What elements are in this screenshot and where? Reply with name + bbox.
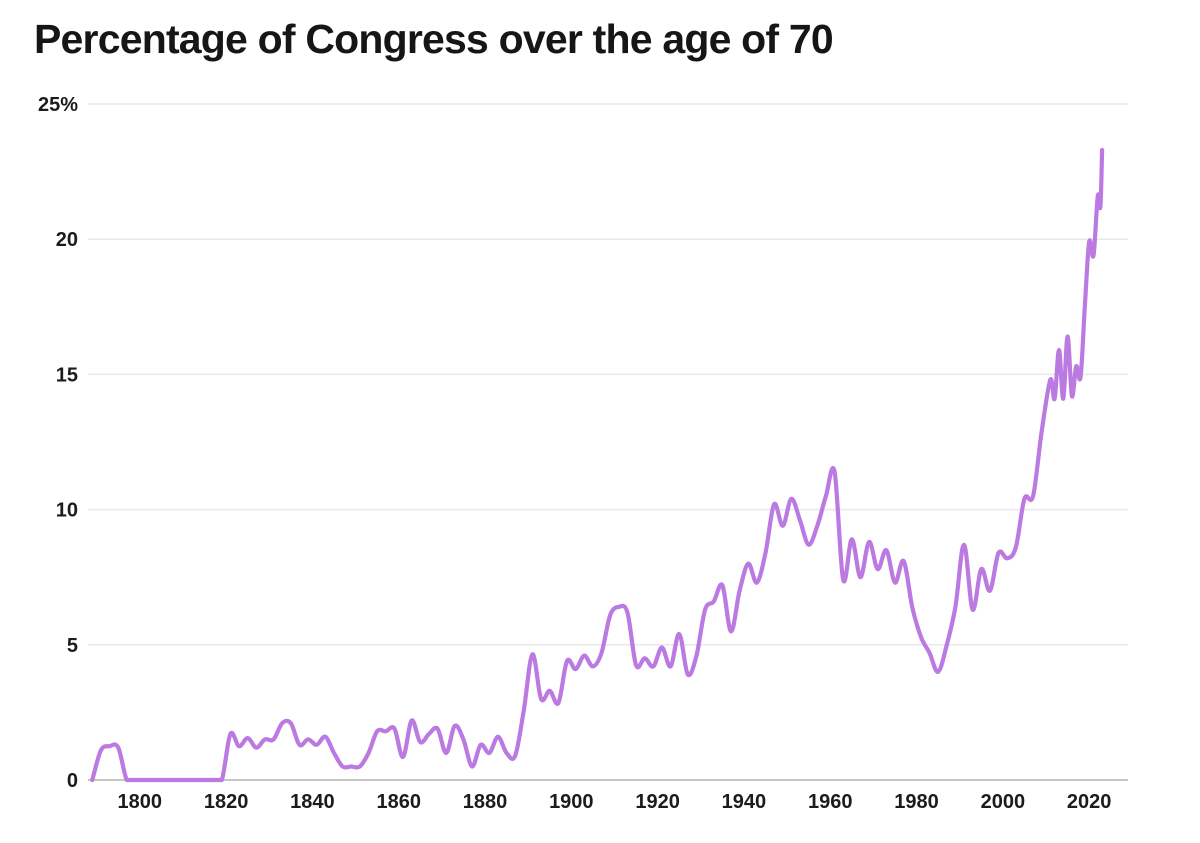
y-tick-label: 10 [56, 500, 78, 522]
x-tick-label: 1900 [549, 791, 594, 813]
x-tick-label: 1820 [204, 791, 249, 813]
data-line [90, 147, 1105, 783]
x-tick-label: 1920 [635, 791, 680, 813]
x-tick-label: 1880 [463, 791, 508, 813]
y-tick-label: 15 [56, 364, 78, 386]
x-tick-label: 1980 [894, 791, 939, 813]
x-tick-label: 1940 [722, 791, 767, 813]
y-tick-label: 20 [56, 229, 78, 251]
x-tick-label: 2020 [1067, 791, 1112, 813]
y-tick-label: 0 [67, 770, 78, 792]
x-tick-label: 2000 [981, 791, 1026, 813]
y-tick-label: 5 [67, 635, 78, 657]
x-tick-label: 1840 [290, 791, 335, 813]
x-tick-label: 1800 [118, 791, 163, 813]
chart-title: Percentage of Congress over the age of 7… [34, 16, 834, 62]
x-tick-label: 1960 [808, 791, 853, 813]
x-tick-label: 1860 [376, 791, 421, 813]
y-tick-label: 25% [38, 94, 78, 116]
